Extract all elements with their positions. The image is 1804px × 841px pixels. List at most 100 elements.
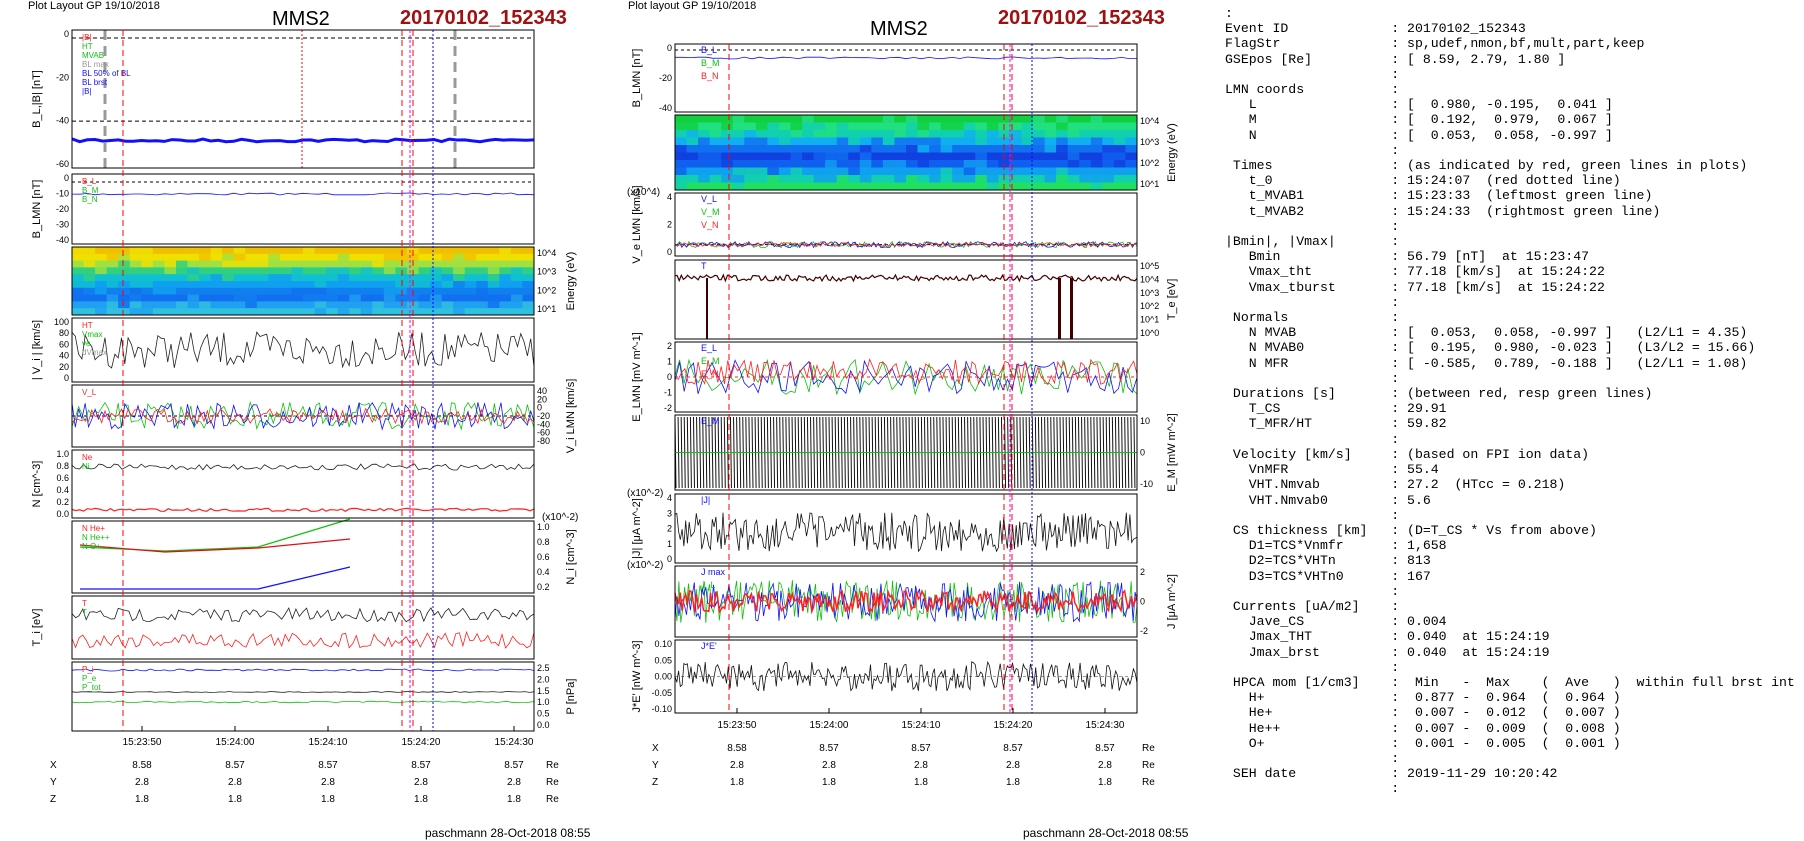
- y-tick-label: 10^5: [1140, 261, 1159, 271]
- spectrogram-cell: [499, 274, 511, 281]
- spectrogram-cell: [918, 123, 930, 131]
- position-value: 1.8: [414, 794, 428, 805]
- y-tick-label: 0.6: [537, 552, 550, 562]
- spectrogram-cell: [188, 267, 200, 274]
- position-value: 2.8: [135, 777, 149, 788]
- y-tick-label: 2: [667, 220, 672, 230]
- spectrogram-cell: [430, 247, 442, 254]
- spectrogram-cell: [1056, 145, 1068, 153]
- legend-entry: P_i: [82, 665, 94, 674]
- spectrogram-cell: [141, 247, 153, 254]
- spectrogram-cell: [733, 175, 745, 183]
- y-tick-label: -40: [56, 235, 69, 245]
- spectrogram-cell: [929, 138, 941, 146]
- spectrogram-cell: [188, 274, 200, 281]
- position-label: Z: [50, 794, 56, 805]
- y-tick-label: 0: [667, 247, 672, 257]
- left-panel-frame: [72, 596, 534, 659]
- info-value: : (between red, resp green lines): [1391, 386, 1652, 401]
- spectrogram-cell: [395, 254, 407, 261]
- spectrogram-cell: [1102, 115, 1114, 123]
- spectrogram-cell: [326, 295, 338, 302]
- position-value: 1.8: [321, 794, 335, 805]
- position-value: 8.57: [819, 743, 839, 754]
- legend-entry: E_L: [701, 343, 717, 353]
- spectrogram-cell: [511, 247, 523, 254]
- spectrogram-cell: [72, 281, 84, 288]
- spectrogram-cell: [130, 308, 142, 315]
- position-value: 2.8: [507, 777, 521, 788]
- info-key: T_MFR/HT: [1225, 416, 1391, 431]
- info-value: : 15:24:07 (red dotted line): [1391, 173, 1621, 188]
- spectrogram-cell: [941, 145, 953, 153]
- y-tick-label: -30: [56, 220, 69, 230]
- spectrogram-cell: [107, 254, 119, 261]
- info-value: : 0.040 at 15:24:19: [1391, 629, 1549, 644]
- spectrogram-cell: [338, 247, 350, 254]
- info-key: [1225, 67, 1391, 82]
- info-value: : (as indicated by red, green lines in p…: [1391, 158, 1747, 173]
- spectrogram-cell: [1114, 153, 1126, 161]
- left-panel-frame: [72, 521, 534, 593]
- info-value: : 20170102_152343: [1391, 21, 1526, 36]
- spectrogram-cell: [906, 175, 918, 183]
- legend-entry: T: [82, 608, 87, 617]
- info-key: [1225, 751, 1391, 766]
- spectrogram-cell: [488, 308, 500, 315]
- series-line: [72, 139, 534, 142]
- time-tick-label: 15:24:20: [994, 720, 1033, 731]
- series-line: [72, 608, 534, 622]
- series-line: [80, 567, 350, 589]
- spectrogram-cell: [1056, 183, 1068, 191]
- legend-entry: V_M: [701, 207, 720, 217]
- time-tick-label: 15:23:50: [718, 720, 757, 731]
- info-key: |Bmin|, |Vmax|: [1225, 234, 1391, 249]
- y-tick-label: -2: [664, 403, 672, 413]
- info-value: :: [1391, 781, 1399, 796]
- y-tick-label: 1.0: [56, 449, 69, 459]
- spectrogram-cell: [791, 168, 803, 176]
- position-value: 1.8: [1006, 777, 1020, 788]
- spectrogram-cell: [941, 168, 953, 176]
- spectrogram-cell: [1114, 160, 1126, 168]
- y-axis-label: J [μA m^-2]: [1166, 574, 1178, 629]
- spectrogram-cell: [687, 130, 699, 138]
- y-tick-label: 10^2: [1140, 158, 1159, 168]
- y-tick-label: 0: [667, 554, 672, 564]
- spectrogram-cell: [488, 281, 500, 288]
- info-key: D1=TCS*Vnmfr: [1225, 538, 1391, 553]
- y-tick-label: 0.2: [537, 582, 550, 592]
- position-unit: Re: [1142, 777, 1155, 788]
- y-tick-label: 0.4: [56, 485, 69, 495]
- legend-entry: B_M: [701, 58, 720, 68]
- y-tick-label: 2: [667, 341, 672, 351]
- info-key: D2=TCS*VHTn: [1225, 553, 1391, 568]
- spectrogram-cell: [767, 175, 779, 183]
- spectrogram-cell: [906, 138, 918, 146]
- spectrogram-cell: [361, 308, 373, 315]
- y-tick-label: 0: [667, 43, 672, 53]
- info-value: : (based on FPI ion data): [1391, 447, 1589, 462]
- y-axis-label: Energy (eV): [1166, 123, 1178, 182]
- spectrogram-cell: [791, 115, 803, 123]
- info-value: : [ 0.980, -0.195, 0.041 ]: [1391, 97, 1613, 112]
- info-key: D3=TCS*VHTn0: [1225, 569, 1391, 584]
- legend-entry: Vmax: [82, 330, 102, 339]
- legend-entry: N O+: [82, 542, 101, 551]
- spectrogram-cell: [952, 175, 964, 183]
- spectrogram-cell: [941, 123, 953, 131]
- spectrogram-cell: [710, 130, 722, 138]
- info-key: He++: [1225, 721, 1391, 736]
- spectrogram-cell: [1114, 145, 1126, 153]
- spectrogram-cell: [883, 160, 895, 168]
- info-value: : 27.2 (HTcc = 0.218): [1391, 477, 1565, 492]
- spectrogram-cell: [860, 175, 872, 183]
- spectrogram-cell: [721, 160, 733, 168]
- info-key: Jmax_brst: [1225, 645, 1391, 660]
- spectrogram-cell: [1068, 160, 1080, 168]
- spectrogram-cell: [245, 301, 257, 308]
- info-value: :: [1391, 82, 1399, 97]
- spectrogram-cell: [675, 115, 687, 123]
- spectrogram-cell: [349, 295, 361, 302]
- spectrogram-cell: [814, 123, 826, 131]
